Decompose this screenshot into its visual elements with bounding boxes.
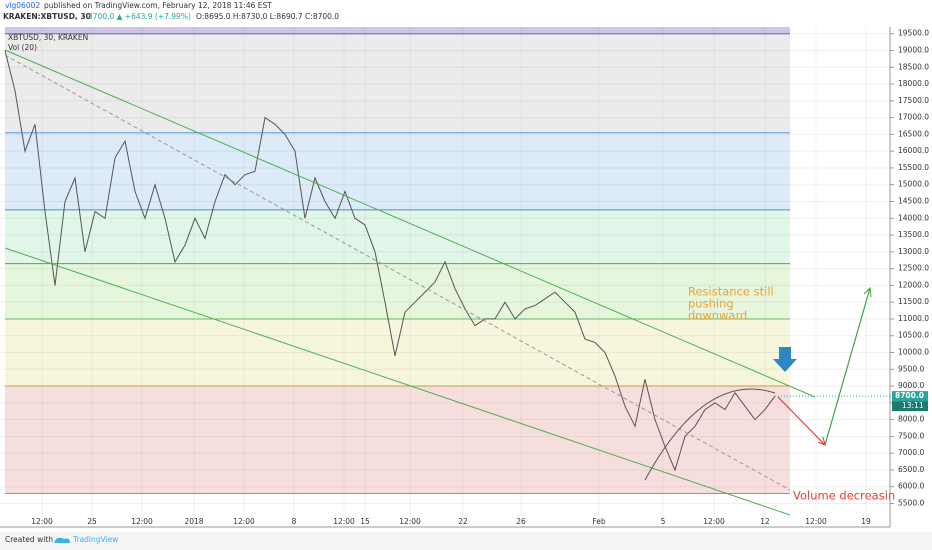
time-badge [892,401,928,412]
y-tick-label: 5500.0 [898,499,924,508]
fib-band [5,132,790,210]
ohlc: O:8695.0 H:8730.0 L:8690.7 C:8700.0 [196,12,339,21]
arrow-down [777,396,826,446]
price-badge-label: 8700.0 [895,391,924,400]
price-line [4,50,776,472]
y-tick-label: 16500.0 [898,129,929,138]
x-tick-label: 12:00 [233,517,255,526]
y-tick-label: 19500.0 [898,29,929,38]
y-tick-label: 10500.0 [898,331,929,340]
logo [54,537,70,543]
x-tick-label: 25 [87,517,97,526]
y-tick-label: 13000.0 [898,247,929,256]
trend-line-lower [4,247,791,516]
trend-line-upper [4,49,816,398]
curve [644,388,776,481]
footer [0,532,932,550]
x-tick-label: 8 [292,517,297,526]
x-tick-label: 12:00 [333,517,355,526]
down-arrow-icon [773,347,797,372]
time-badge-label: 13:11 [902,401,924,410]
x-tick-label: 12:00 [805,517,827,526]
y-tick-label: 9500.0 [898,364,924,373]
y-tick-label: 7500.0 [898,431,924,440]
y-tick-label: 14000.0 [898,213,929,222]
symbol: KRAKEN:XBTUSD, 30 [3,12,91,21]
x-tick-label: 12 [760,517,770,526]
footer-text: Created with [5,535,53,544]
annotation: downward [688,309,747,323]
x-tick-label: 2018 [184,517,203,526]
x-tick-label: 12:00 [399,517,421,526]
y-tick-label: 15000.0 [898,180,929,189]
published: published on TradingView.com, February 1… [44,1,272,10]
y-tick-label: 17500.0 [898,96,929,105]
y-tick-label: 15500.0 [898,163,929,172]
x-tick-label: Feb [592,517,606,526]
annotation: pushing [688,297,734,311]
footer-brand: TradingView [72,535,118,544]
y-tick-label: 11000.0 [898,314,929,323]
x-tick-label: 26 [516,517,526,526]
y-tick-label: 7000.0 [898,448,924,457]
arrow-up [824,287,871,446]
y-tick-label: 11500.0 [898,297,929,306]
change: 8700.0 ▲ +643.9 (+7.99%) [88,12,191,21]
author: vlg06002 [5,1,40,10]
y-tick-label: 18500.0 [898,62,929,71]
y-tick-label: 10000.0 [898,348,929,357]
legend: XBTUSD, 30, KRAKEN [8,33,88,42]
y-tick-label: 12500.0 [898,264,929,273]
x-tick-label: 5 [661,517,666,526]
fib-band [5,209,790,264]
y-tick-label: 17000.0 [898,113,929,122]
y-tick-label: 9000.0 [898,381,924,390]
fib-band [5,386,790,494]
trend-line-mid [4,54,791,491]
y-tick-label: 6500.0 [898,465,924,474]
x-tick-label: 12:00 [131,517,153,526]
y-tick-label: 19000.0 [898,45,929,54]
x-tick-label: 12:00 [703,517,725,526]
x-tick-label: 22 [458,517,468,526]
y-tick-label: 16000.0 [898,146,929,155]
plot: 5500.06000.06500.07000.07500.08000.08500… [0,27,929,527]
y-tick-label: 8000.0 [898,415,924,424]
legend: Vol (20) [8,43,37,52]
fib-band [5,27,790,34]
x-tick-label: 15 [360,517,370,526]
y-tick-label: 18000.0 [898,79,929,88]
y-tick-label: 12000.0 [898,280,929,289]
y-tick-label: 14500.0 [898,196,929,205]
y-tick-label: 13500.0 [898,230,929,239]
fib-band [5,33,790,133]
price-badge [892,391,928,402]
x-tick-label: 12:00 [31,517,53,526]
y-tick-label: 6000.0 [898,482,924,491]
annotation: Volume decreasin [793,489,895,503]
x-tick-label: 19 [861,517,871,526]
annotation: Resistance still [688,285,774,299]
arrow-head [863,286,872,298]
fib-band [5,263,790,319]
